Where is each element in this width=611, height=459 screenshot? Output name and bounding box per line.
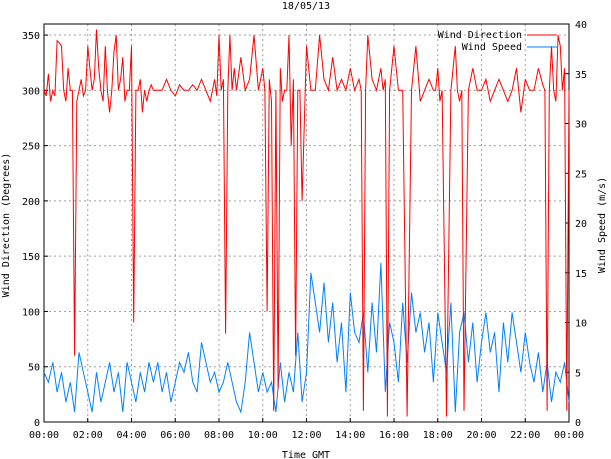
left-tick-label: 250 bbox=[22, 142, 40, 153]
x-tick-label: 20:00 bbox=[466, 430, 496, 441]
left-tick-label: 350 bbox=[22, 31, 40, 42]
x-tick-label: 06:00 bbox=[160, 430, 190, 441]
x-axis-ticks: 00:00 02:00 04:00 06:00 08:00 10:00 12:00 14:00… bbox=[29, 418, 584, 441]
left-tick-label: 0 bbox=[34, 418, 40, 429]
left-tick-label: 100 bbox=[22, 307, 40, 318]
right-tick-label: 5 bbox=[575, 368, 581, 379]
x-tick-label: 14:00 bbox=[335, 430, 365, 441]
series-layer bbox=[43, 29, 570, 417]
x-tick-label: 02:00 bbox=[73, 430, 103, 441]
right-tick-label: 30 bbox=[575, 120, 587, 131]
right-tick-label: 0 bbox=[575, 418, 581, 429]
right-tick-label: 35 bbox=[575, 70, 587, 81]
chart-title: 18/05/13 bbox=[282, 1, 330, 12]
x-tick-label: 16:00 bbox=[379, 430, 409, 441]
x-tick-label: 18:00 bbox=[423, 430, 453, 441]
x-tick-label: 00:00 bbox=[554, 430, 584, 441]
left-tick-label: 200 bbox=[22, 197, 40, 208]
left-tick-label: 300 bbox=[22, 86, 40, 97]
left-axis-ticks: 0 50 100 150 200 250 300 350 bbox=[22, 31, 48, 429]
x-tick-label: 22:00 bbox=[510, 430, 540, 441]
x-axis-label: Time GMT bbox=[282, 450, 330, 459]
legend: Wind Direction Wind Speed bbox=[438, 30, 557, 53]
series-line-wind-speed bbox=[43, 262, 570, 414]
legend-label-wind-speed: Wind Speed bbox=[462, 42, 522, 53]
legend-label-wind-direction: Wind Direction bbox=[438, 30, 522, 41]
series-line-wind-direction bbox=[43, 29, 570, 417]
right-tick-label: 15 bbox=[575, 269, 587, 280]
left-axis-label: Wind Direction (Degrees) bbox=[1, 153, 12, 298]
x-tick-label: 10:00 bbox=[248, 430, 278, 441]
right-tick-label: 20 bbox=[575, 219, 587, 230]
right-tick-label: 40 bbox=[575, 20, 587, 31]
x-tick-label: 12:00 bbox=[291, 430, 321, 441]
right-axis-label: Wind Speed (m/s) bbox=[597, 177, 608, 273]
left-tick-label: 150 bbox=[22, 252, 40, 263]
x-tick-label: 00:00 bbox=[29, 430, 59, 441]
x-tick-label: 08:00 bbox=[204, 430, 234, 441]
left-tick-label: 50 bbox=[28, 363, 40, 374]
x-tick-label: 04:00 bbox=[116, 430, 146, 441]
right-tick-label: 25 bbox=[575, 169, 587, 180]
right-tick-label: 10 bbox=[575, 319, 587, 330]
